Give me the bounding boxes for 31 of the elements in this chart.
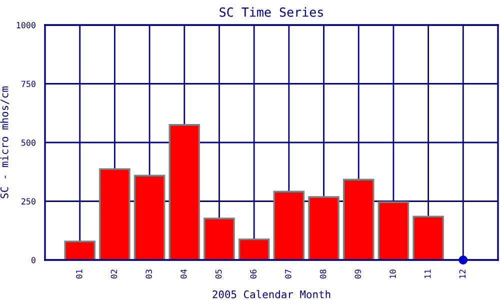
bar (168, 124, 200, 260)
x-tick-label: 06 (250, 270, 257, 279)
bar (134, 174, 166, 260)
bar (99, 168, 130, 260)
x-tick-label: 02 (110, 270, 118, 279)
bar (238, 238, 270, 260)
y-tick-label: 250 (22, 198, 36, 205)
y-axis-title: SC - micro mhos/cm (0, 86, 10, 198)
x-tick-label: 01 (76, 270, 82, 279)
bar (204, 218, 235, 260)
x-tick-label: 04 (180, 269, 187, 279)
y-tick-label: 1000 (16, 22, 36, 28)
y-tick-label: 0 (31, 257, 36, 264)
x-tick-label: 03 (146, 270, 152, 279)
x-tick-label: 09 (354, 270, 362, 279)
x-tick-label: 12 (459, 270, 466, 278)
bar (308, 196, 340, 260)
y-tick-label: 500 (22, 140, 36, 146)
x-tick-label: 10 (390, 270, 396, 278)
bar (378, 201, 410, 260)
x-tick-label: 11 (424, 270, 431, 278)
x-tick-label: 08 (320, 270, 326, 279)
bar (64, 240, 96, 260)
chart-title: SC Time Series (220, 7, 323, 17)
bar (273, 190, 305, 260)
x-tick-label: 05 (215, 270, 222, 279)
x-tick-label: 07 (285, 270, 292, 279)
bar (412, 216, 444, 260)
y-tick-label: 750 (21, 80, 36, 88)
bar (342, 178, 374, 260)
x-axis-title: 2005 Calendar Month (212, 290, 330, 298)
